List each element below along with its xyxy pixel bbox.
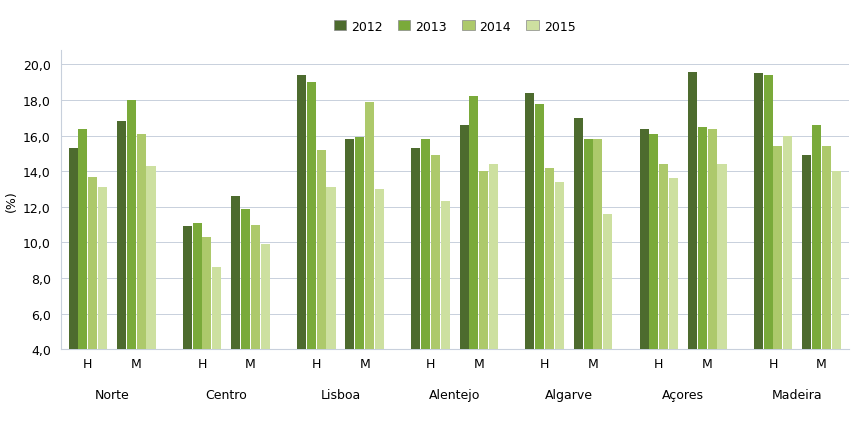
Bar xyxy=(261,245,269,349)
Bar xyxy=(183,227,192,349)
Bar xyxy=(669,179,678,349)
Bar xyxy=(489,165,498,349)
Bar xyxy=(822,147,830,349)
Bar xyxy=(773,147,783,349)
Bar xyxy=(317,150,326,349)
Text: Norte: Norte xyxy=(94,388,129,401)
Bar xyxy=(68,149,78,349)
Bar xyxy=(460,126,469,349)
Bar xyxy=(698,127,707,349)
Bar xyxy=(137,135,145,349)
Bar xyxy=(146,167,156,349)
Y-axis label: (%): (%) xyxy=(4,190,17,211)
Bar xyxy=(297,76,306,349)
Bar xyxy=(411,149,420,349)
Bar xyxy=(365,103,374,349)
Bar xyxy=(421,140,430,349)
Bar xyxy=(708,129,717,349)
Bar xyxy=(479,172,488,349)
Bar xyxy=(326,188,335,349)
Bar xyxy=(593,140,603,349)
Bar xyxy=(574,118,583,349)
Bar xyxy=(441,202,449,349)
Bar xyxy=(192,223,202,349)
Bar xyxy=(79,129,87,349)
Bar xyxy=(688,72,697,349)
Bar xyxy=(640,129,649,349)
Bar xyxy=(307,83,316,349)
Bar xyxy=(231,197,240,349)
Bar xyxy=(469,97,478,349)
Bar xyxy=(802,156,811,349)
Bar xyxy=(431,156,440,349)
Text: Alentejo: Alentejo xyxy=(429,388,481,401)
Bar xyxy=(117,122,126,349)
Bar xyxy=(203,237,211,349)
Bar xyxy=(831,172,841,349)
Text: Madeira: Madeira xyxy=(772,388,823,401)
Text: Açores: Açores xyxy=(662,388,704,401)
Bar xyxy=(355,138,365,349)
Legend: 2012, 2013, 2014, 2015: 2012, 2013, 2014, 2015 xyxy=(329,16,580,39)
Bar xyxy=(659,165,669,349)
Text: Algarve: Algarve xyxy=(545,388,593,401)
Bar xyxy=(584,140,592,349)
Bar xyxy=(812,126,821,349)
Bar xyxy=(764,76,772,349)
Bar xyxy=(783,136,792,349)
Bar xyxy=(535,104,544,349)
Bar xyxy=(241,209,250,349)
Bar xyxy=(251,225,260,349)
Bar xyxy=(555,182,564,349)
Bar xyxy=(346,140,354,349)
Bar xyxy=(526,94,534,349)
Bar xyxy=(88,177,97,349)
Bar xyxy=(126,101,136,349)
Bar xyxy=(717,165,727,349)
Bar xyxy=(545,168,554,349)
Bar xyxy=(375,190,384,349)
Text: Lisboa: Lisboa xyxy=(320,388,360,401)
Bar xyxy=(650,135,658,349)
Text: Centro: Centro xyxy=(205,388,247,401)
Bar xyxy=(604,214,612,349)
Bar xyxy=(753,74,763,349)
Bar xyxy=(98,188,107,349)
Bar xyxy=(212,268,222,349)
